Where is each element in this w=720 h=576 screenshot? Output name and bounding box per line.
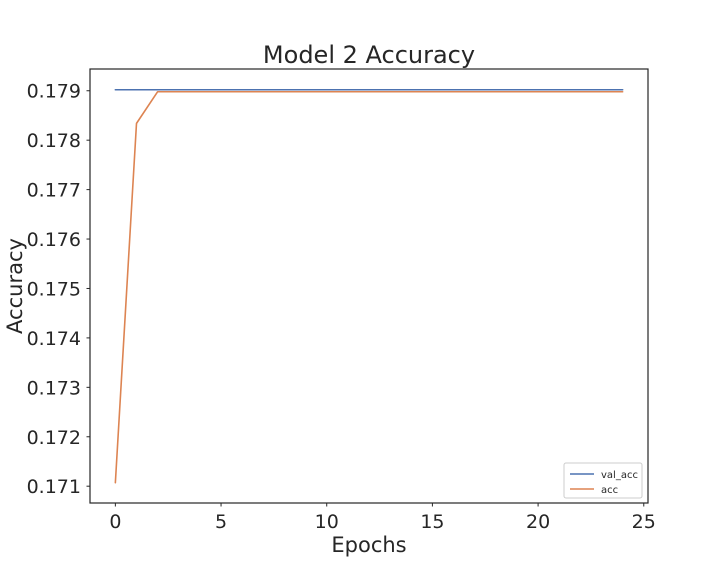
- x-tick-label: 0: [109, 511, 121, 533]
- y-axis-label: Accuracy: [3, 238, 27, 334]
- y-tick-label: 0.177: [27, 180, 81, 202]
- y-tick-label: 0.178: [27, 130, 81, 152]
- y-tick-label: 0.172: [27, 427, 81, 449]
- plot-background: [90, 69, 648, 503]
- y-axis-ticks: 0.171 0.172 0.173 0.174 0.175 0.176 0.177 0.178…: [27, 81, 90, 498]
- y-tick-label: 0.179: [27, 81, 81, 103]
- x-tick-label: 10: [315, 511, 339, 533]
- plot-area: 0 5 10 15 20 25 0.1710.1720.1730.1740.1750.17…: [27, 68, 656, 533]
- x-axis-label: Epochs: [331, 533, 406, 557]
- legend-label-acc: acc: [601, 485, 618, 496]
- x-axis-ticks: 0 5 10 15 20 25: [109, 503, 656, 533]
- legend: val_acc acc: [563, 462, 643, 499]
- y-tick-label: 0.171: [27, 476, 81, 498]
- x-tick-label: 20: [526, 511, 550, 533]
- x-tick-label: 25: [632, 511, 656, 533]
- x-tick-label: 15: [420, 511, 444, 533]
- series-lines: [114, 88, 624, 484]
- plot-frame: [89, 68, 649, 504]
- y-tick-label: 0.174: [27, 328, 81, 350]
- x-tick-label: 5: [215, 511, 227, 533]
- series-line-acc: [114, 90, 624, 484]
- y-tick-label: 0.173: [27, 377, 81, 399]
- chart-title: Model 2 Accuracy: [263, 41, 475, 69]
- y-tick-label: 0.175: [27, 278, 81, 300]
- legend-label-val-acc: val_acc: [601, 470, 638, 481]
- y-tick-label: 0.176: [27, 229, 81, 251]
